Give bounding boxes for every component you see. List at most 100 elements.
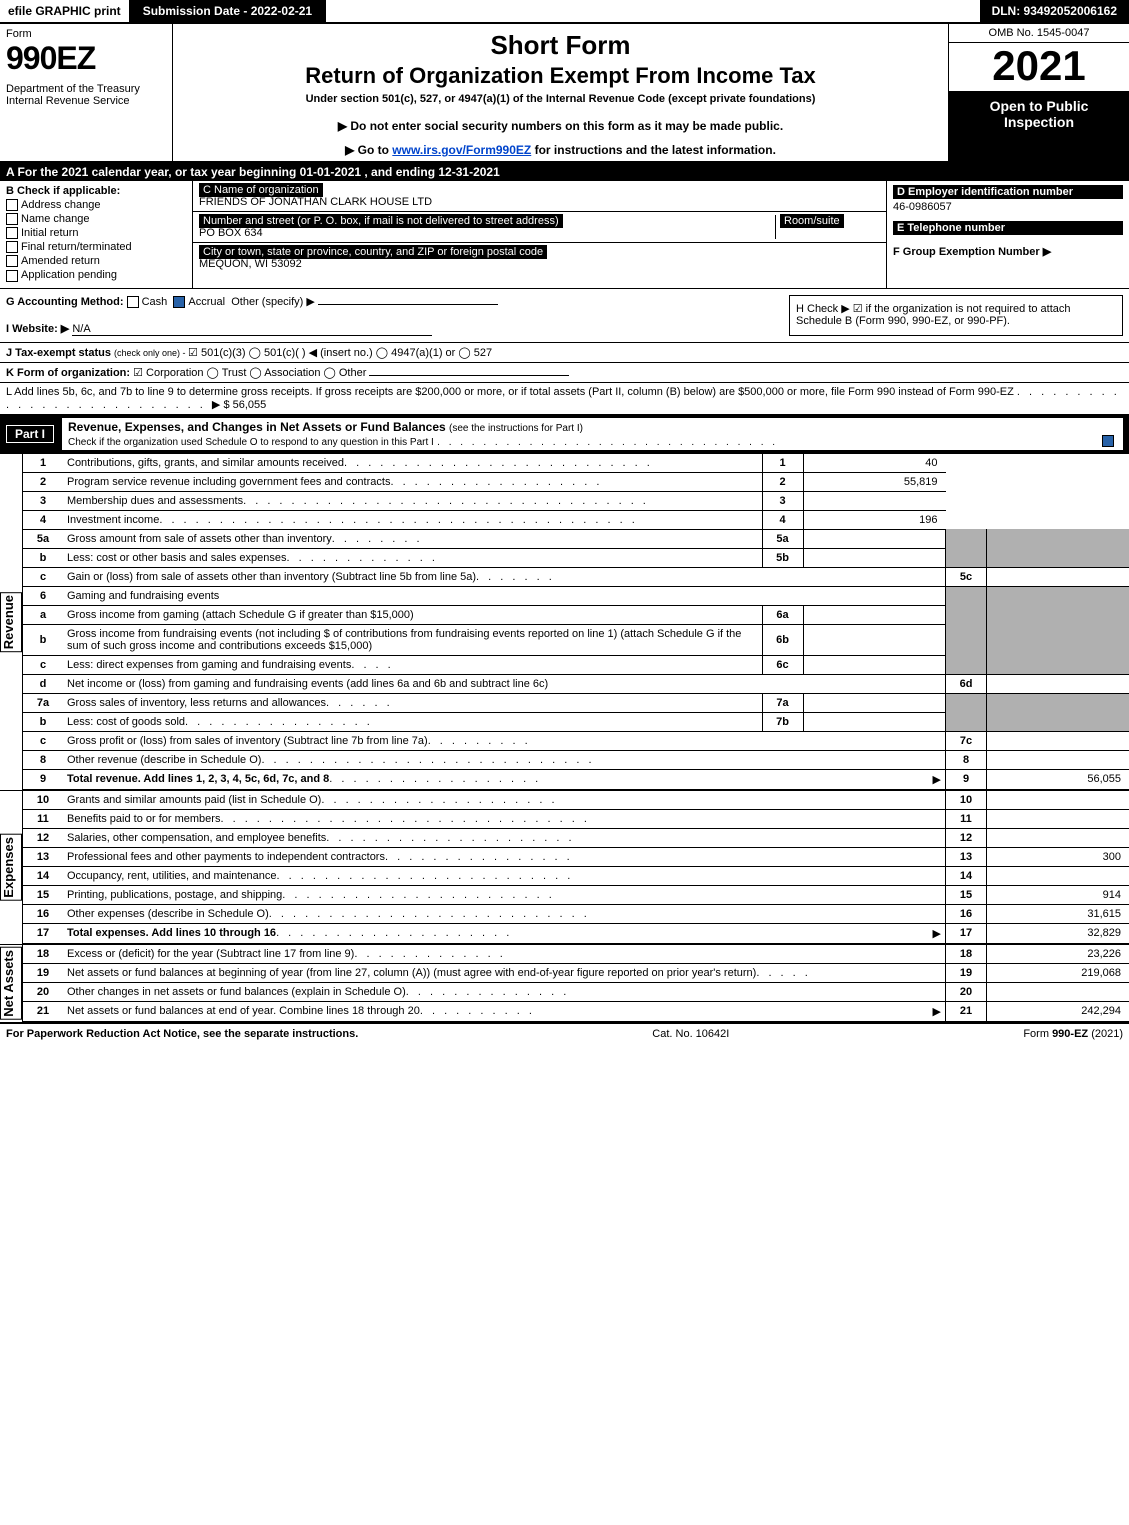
part-i-checkbox[interactable] [1102, 435, 1114, 447]
street-row: Number and street (or P. O. box, if mail… [193, 212, 886, 243]
omb-number: OMB No. 1545-0047 [949, 24, 1129, 43]
col-d-ein: D Employer identification number 46-0986… [887, 181, 1129, 288]
part-i-checkline: Check if the organization used Schedule … [68, 437, 434, 448]
footer-right: Form 990-EZ (2021) [1023, 1028, 1123, 1040]
goto-pre: ▶ Go to [345, 143, 392, 157]
goto-post: for instructions and the latest informat… [535, 143, 776, 157]
revenue-block: Revenue 1Contributions, gifts, grants, a… [0, 454, 1129, 790]
submission-date: Submission Date - 2022-02-21 [131, 0, 326, 22]
revenue-table: 1Contributions, gifts, grants, and simil… [23, 454, 1129, 790]
line-16: 16Other expenses (describe in Schedule O… [23, 904, 1129, 923]
line-12: 12Salaries, other compensation, and empl… [23, 828, 1129, 847]
chk-initial-return[interactable]: Initial return [6, 227, 186, 239]
chk-name-change[interactable]: Name change [6, 213, 186, 225]
netassets-table: 18Excess or (deficit) for the year (Subt… [23, 945, 1129, 1022]
l-text: L Add lines 5b, 6c, and 7b to line 9 to … [6, 386, 1014, 398]
tax-year: 2021 [949, 43, 1129, 92]
group-label: F Group Exemption Number ▶ [893, 245, 1123, 258]
line-3: 3Membership dues and assessments . . . .… [23, 491, 1129, 510]
line-18: 18Excess or (deficit) for the year (Subt… [23, 945, 1129, 964]
form-header: Form 990EZ Department of the Treasury In… [0, 24, 1129, 163]
g-label: G Accounting Method: [6, 296, 124, 308]
k-label: K Form of organization: [6, 367, 130, 379]
line-7a: 7aGross sales of inventory, less returns… [23, 693, 1129, 712]
org-name: FRIENDS OF JONATHAN CLARK HOUSE LTD [199, 196, 432, 208]
chk-amended-return[interactable]: Amended return [6, 255, 186, 267]
page-footer: For Paperwork Reduction Act Notice, see … [0, 1022, 1129, 1044]
ssn-warning: ▶ Do not enter social security numbers o… [179, 119, 942, 133]
street-label: Number and street (or P. O. box, if mail… [199, 214, 563, 228]
cash-label: Cash [142, 296, 168, 308]
col-b-label: B Check if applicable: [6, 185, 186, 197]
chk-cash[interactable] [127, 296, 139, 308]
header-left: Form 990EZ Department of the Treasury In… [0, 24, 173, 161]
k-options[interactable]: ☑ Corporation ◯ Trust ◯ Association ◯ Ot… [133, 367, 366, 379]
chk-final-return[interactable]: Final return/terminated [6, 241, 186, 253]
city-value: MEQUON, WI 53092 [199, 258, 302, 270]
row-i: I Website: ▶ N/A [6, 322, 769, 336]
accrual-label: Accrual [188, 296, 225, 308]
row-k: K Form of organization: ☑ Corporation ◯ … [0, 363, 1129, 383]
footer-center: Cat. No. 10642I [652, 1028, 729, 1040]
chk-address-change[interactable]: Address change [6, 199, 186, 211]
j-options[interactable]: ☑ 501(c)(3) ◯ 501(c)( ) ◀ (insert no.) ◯… [188, 347, 492, 359]
efile-label[interactable]: efile GRAPHIC print [0, 0, 131, 22]
ein-value: 46-0986057 [893, 201, 1123, 213]
open-to-public: Open to Public Inspection [949, 92, 1129, 161]
line-20: 20Other changes in net assets or fund ba… [23, 982, 1129, 1001]
short-form-title: Short Form [179, 30, 942, 61]
city-row: City or town, state or province, country… [193, 243, 886, 273]
row-j: J Tax-exempt status (check only one) - ☑… [0, 343, 1129, 363]
chk-accrual[interactable] [173, 296, 185, 308]
j-label: J Tax-exempt status [6, 347, 111, 359]
website-value: N/A [72, 323, 432, 336]
form-title: Return of Organization Exempt From Incom… [179, 63, 942, 89]
i-label: I Website: ▶ [6, 323, 69, 335]
other-input[interactable] [318, 304, 498, 305]
line-15: 15Printing, publications, postage, and s… [23, 885, 1129, 904]
c-label: C Name of organization [199, 183, 323, 197]
chk-application-pending[interactable]: Application pending [6, 269, 186, 281]
line-6d: dNet income or (loss) from gaming and fu… [23, 674, 1129, 693]
room-label: Room/suite [780, 214, 844, 228]
top-bar: efile GRAPHIC print Submission Date - 20… [0, 0, 1129, 24]
col-c-org-info: C Name of organization FRIENDS OF JONATH… [193, 181, 887, 288]
department-label: Department of the Treasury Internal Reve… [6, 83, 166, 107]
part-i-title: Revenue, Expenses, and Changes in Net As… [68, 420, 446, 434]
irs-link[interactable]: www.irs.gov/Form990EZ [392, 143, 531, 157]
line-2: 2Program service revenue including gover… [23, 472, 1129, 491]
form-number: 990EZ [6, 40, 166, 77]
line-19: 19Net assets or fund balances at beginni… [23, 963, 1129, 982]
l-amount: 56,055 [233, 399, 267, 411]
info-grid: B Check if applicable: Address change Na… [0, 181, 1129, 289]
under-section-text: Under section 501(c), 527, or 4947(a)(1)… [179, 93, 942, 105]
expenses-table: 10Grants and similar amounts paid (list … [23, 791, 1129, 944]
line-14: 14Occupancy, rent, utilities, and mainte… [23, 866, 1129, 885]
dln-label: DLN: 93492052006162 [980, 0, 1129, 22]
line-6: 6Gaming and fundraising events [23, 586, 1129, 605]
line-4: 4Investment income . . . . . . . . . . .… [23, 510, 1129, 529]
j-small: (check only one) - [114, 348, 188, 358]
city-label: City or town, state or province, country… [199, 245, 547, 259]
row-g-h-i: G Accounting Method: Cash Accrual Other … [0, 289, 1129, 343]
netassets-block: Net Assets 18Excess or (deficit) for the… [0, 944, 1129, 1022]
line-5c: cGain or (loss) from sale of assets othe… [23, 567, 1129, 586]
h-text: H Check ▶ ☑ if the organization is not r… [796, 303, 1071, 327]
expenses-side-label: Expenses [0, 834, 22, 901]
header-right: OMB No. 1545-0047 2021 Open to Public In… [948, 24, 1129, 161]
header-center: Short Form Return of Organization Exempt… [173, 24, 948, 161]
org-name-row: C Name of organization FRIENDS OF JONATH… [193, 181, 886, 212]
revenue-side-label: Revenue [0, 592, 22, 652]
line-17: 17Total expenses. Add lines 10 through 1… [23, 923, 1129, 943]
line-13: 13Professional fees and other payments t… [23, 847, 1129, 866]
line-1: 1Contributions, gifts, grants, and simil… [23, 454, 1129, 473]
col-b-checkboxes: B Check if applicable: Address change Na… [0, 181, 193, 288]
tel-label: E Telephone number [893, 221, 1123, 235]
goto-link-line: ▶ Go to www.irs.gov/Form990EZ for instru… [179, 143, 942, 157]
expenses-block: Expenses 10Grants and similar amounts pa… [0, 790, 1129, 944]
section-a-line: A For the 2021 calendar year, or tax yea… [0, 163, 1129, 181]
line-9: 9Total revenue. Add lines 1, 2, 3, 4, 5c… [23, 769, 1129, 789]
street-value: PO BOX 634 [199, 227, 263, 239]
row-g: G Accounting Method: Cash Accrual Other … [6, 295, 769, 308]
k-other-input[interactable] [369, 375, 569, 376]
